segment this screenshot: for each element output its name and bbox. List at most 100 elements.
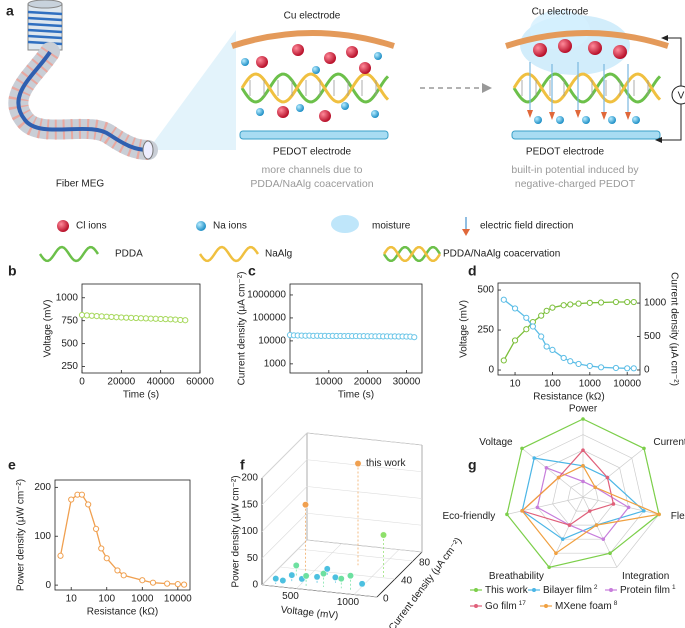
na-ion bbox=[341, 102, 349, 110]
legend-icons bbox=[38, 245, 442, 263]
legend-label: Go film 17 bbox=[485, 600, 526, 612]
data-point bbox=[608, 551, 612, 556]
grid-line bbox=[306, 539, 423, 553]
data-point bbox=[279, 577, 287, 584]
field-arrow bbox=[625, 112, 631, 120]
y2-axis-label: Current density (μA cm⁻²) bbox=[668, 272, 679, 386]
fiber-core bbox=[16, 50, 149, 152]
data-point bbox=[292, 562, 300, 569]
data-point bbox=[337, 575, 345, 583]
spoke bbox=[582, 448, 645, 498]
x-tick-label: 500 bbox=[282, 591, 299, 602]
na-ion bbox=[296, 104, 304, 112]
plot-frame bbox=[289, 283, 423, 374]
data-point bbox=[586, 299, 593, 306]
panel-label: d bbox=[468, 263, 477, 279]
voltmeter-label: V bbox=[678, 91, 685, 102]
panel-label: b bbox=[8, 263, 17, 279]
fiber-end bbox=[142, 140, 154, 160]
data-point bbox=[118, 314, 125, 321]
annotation: this work bbox=[366, 458, 406, 469]
data-point bbox=[630, 365, 637, 372]
data-point bbox=[543, 343, 550, 350]
legend-ref: 2 bbox=[594, 584, 598, 591]
data-point bbox=[642, 446, 646, 451]
x-tick-label: 60000 bbox=[186, 377, 214, 388]
na-ion bbox=[534, 116, 542, 124]
legend-swatch bbox=[532, 588, 536, 592]
data-point bbox=[538, 312, 545, 319]
grid-line bbox=[306, 432, 423, 446]
data-point bbox=[172, 316, 179, 323]
na-ion bbox=[608, 116, 616, 124]
series-line bbox=[503, 299, 634, 369]
axis-label: Flexibility bbox=[671, 511, 685, 522]
x-axis-label: Resistance (kΩ) bbox=[87, 607, 158, 618]
legend-ref: 17 bbox=[519, 600, 527, 607]
legend-ref: 8 bbox=[614, 600, 618, 607]
cl-ion bbox=[359, 62, 371, 74]
legend-icon bbox=[57, 220, 69, 232]
na-ion bbox=[256, 108, 264, 116]
pdda-strand bbox=[240, 72, 390, 104]
z-tick-label: 0 bbox=[252, 580, 258, 591]
data-point bbox=[149, 579, 157, 586]
legend-label: Bilayer film 2 bbox=[543, 584, 598, 596]
voltmeter bbox=[671, 85, 685, 105]
data-point bbox=[624, 298, 631, 306]
data-point bbox=[567, 523, 572, 527]
data-point bbox=[313, 573, 321, 581]
data-point bbox=[560, 354, 567, 362]
field-arrow bbox=[601, 112, 607, 120]
circuit bbox=[660, 37, 682, 141]
plot-frame bbox=[497, 282, 641, 376]
pedot-electrode bbox=[239, 130, 389, 140]
na-ion bbox=[556, 116, 564, 124]
data-point bbox=[354, 460, 362, 467]
data-point bbox=[612, 364, 620, 372]
data-point bbox=[57, 552, 64, 559]
axis-label: Power bbox=[569, 404, 598, 415]
data-point bbox=[567, 301, 574, 308]
y-tick-label: 100 bbox=[34, 531, 51, 542]
data-point bbox=[78, 491, 86, 498]
data-point bbox=[380, 531, 387, 539]
legend-name: Protein film bbox=[620, 585, 670, 596]
grid-line bbox=[261, 513, 308, 559]
data-point bbox=[520, 509, 524, 513]
data-point bbox=[500, 296, 507, 303]
y-tick-label: 0 bbox=[488, 365, 494, 376]
na-ion bbox=[374, 52, 382, 60]
data-point bbox=[272, 575, 280, 583]
data-point bbox=[88, 312, 95, 319]
data-point bbox=[567, 358, 574, 365]
x-tick-label: 1000 bbox=[337, 597, 360, 608]
legend-label: PDDA/NaAlg coacervation bbox=[443, 249, 560, 260]
note: negative-charged PEDOT bbox=[515, 178, 636, 190]
y-tick-label: 500 bbox=[477, 285, 494, 296]
x-tick-label: 10000 bbox=[315, 377, 343, 388]
data-point bbox=[642, 509, 646, 513]
note: more channels due to bbox=[262, 164, 363, 176]
data-point bbox=[532, 456, 537, 460]
spoke bbox=[521, 448, 584, 498]
y-tick-label: 250 bbox=[477, 325, 494, 336]
legend-icon bbox=[38, 245, 100, 263]
pedot-electrode bbox=[511, 130, 661, 140]
data-point bbox=[586, 362, 593, 370]
panel-label: a bbox=[6, 3, 14, 19]
data-point bbox=[547, 565, 551, 570]
legend-swatch bbox=[474, 588, 478, 592]
axis-label: Eco-friendly bbox=[442, 511, 495, 522]
cl-ion bbox=[558, 39, 572, 53]
legend-label: This work bbox=[485, 585, 529, 596]
data-point bbox=[529, 323, 536, 330]
data-point bbox=[139, 577, 146, 584]
series-polygon bbox=[521, 465, 662, 555]
y-axis-label: Voltage (mV) bbox=[43, 300, 54, 358]
data-point bbox=[358, 580, 366, 588]
pdda-strand bbox=[512, 72, 662, 104]
nalg-strand bbox=[512, 72, 662, 104]
y-axis-label: Power density (μW cm⁻²) bbox=[16, 479, 27, 591]
grid-line bbox=[261, 584, 378, 598]
